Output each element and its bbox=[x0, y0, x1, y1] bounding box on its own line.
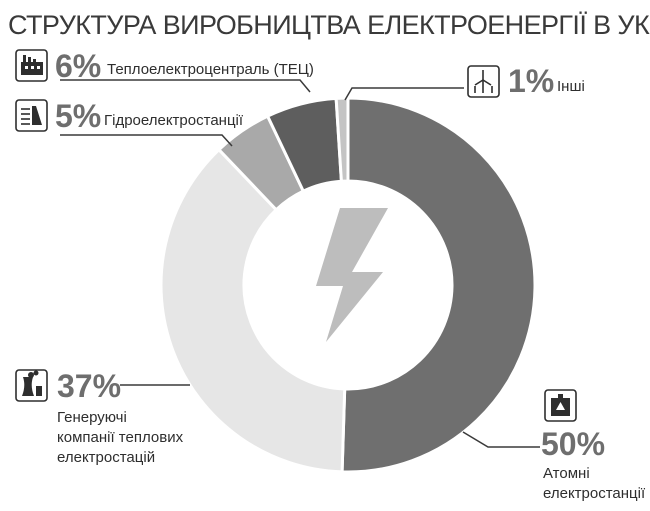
lightning-bolt-icon bbox=[316, 208, 388, 342]
label-other: 1% Інші bbox=[467, 63, 585, 99]
hydro-dam-icon-glyph bbox=[21, 106, 42, 125]
label-text-other: Інші bbox=[557, 78, 585, 95]
cooling-tower-icon-glyph bbox=[22, 370, 42, 396]
slice-other bbox=[334, 96, 350, 183]
label-hydro: 5% Гідроелектростанції bbox=[15, 98, 244, 134]
leader-lines bbox=[60, 79, 540, 448]
pct-hydro: 5% bbox=[55, 98, 101, 134]
label-thermal: 37% Генеруючі компанії теплових електрос… bbox=[15, 368, 184, 466]
label-text-thermal-1: Генеруючі bbox=[57, 409, 127, 426]
leader-line-chp bbox=[60, 79, 311, 93]
label-text-thermal-2: компанії теплових bbox=[57, 429, 184, 446]
label-text-nuclear-1: Атомні bbox=[543, 465, 590, 482]
label-text-hydro: Гідроелектростанції bbox=[104, 112, 244, 129]
pct-nuclear: 50% bbox=[541, 426, 605, 462]
label-text-chp: Теплоелектроцентраль (ТЕЦ) bbox=[107, 61, 314, 78]
factory-icon-glyph bbox=[21, 55, 43, 75]
slice-nuclear bbox=[340, 96, 537, 474]
pct-thermal: 37% bbox=[57, 368, 121, 404]
leader-line-other bbox=[344, 87, 464, 101]
label-chp: 6% Теплоелектроцентраль (ТЕЦ) bbox=[15, 48, 314, 84]
leader-line-hydro bbox=[60, 134, 233, 147]
pct-other: 1% bbox=[508, 63, 554, 99]
label-nuclear: 50% Атомні електростанції bbox=[541, 389, 646, 502]
chart-title: СТРУКТУРА ВИРОБНИЦТВА ЕЛЕКТРОЕНЕРГІЇ В У… bbox=[8, 10, 650, 40]
label-text-thermal-3: електростацій bbox=[57, 449, 155, 466]
label-text-nuclear-2: електростанції bbox=[543, 485, 646, 502]
nuclear-plant-icon-glyph bbox=[551, 394, 570, 416]
leader-line-nuclear bbox=[462, 431, 540, 448]
pie-slices bbox=[159, 96, 537, 474]
hydro-dam-icon bbox=[15, 99, 48, 132]
pct-chp: 6% bbox=[55, 48, 101, 84]
wind-turbine-icon-glyph bbox=[474, 70, 493, 93]
slice-thermal bbox=[159, 147, 347, 474]
